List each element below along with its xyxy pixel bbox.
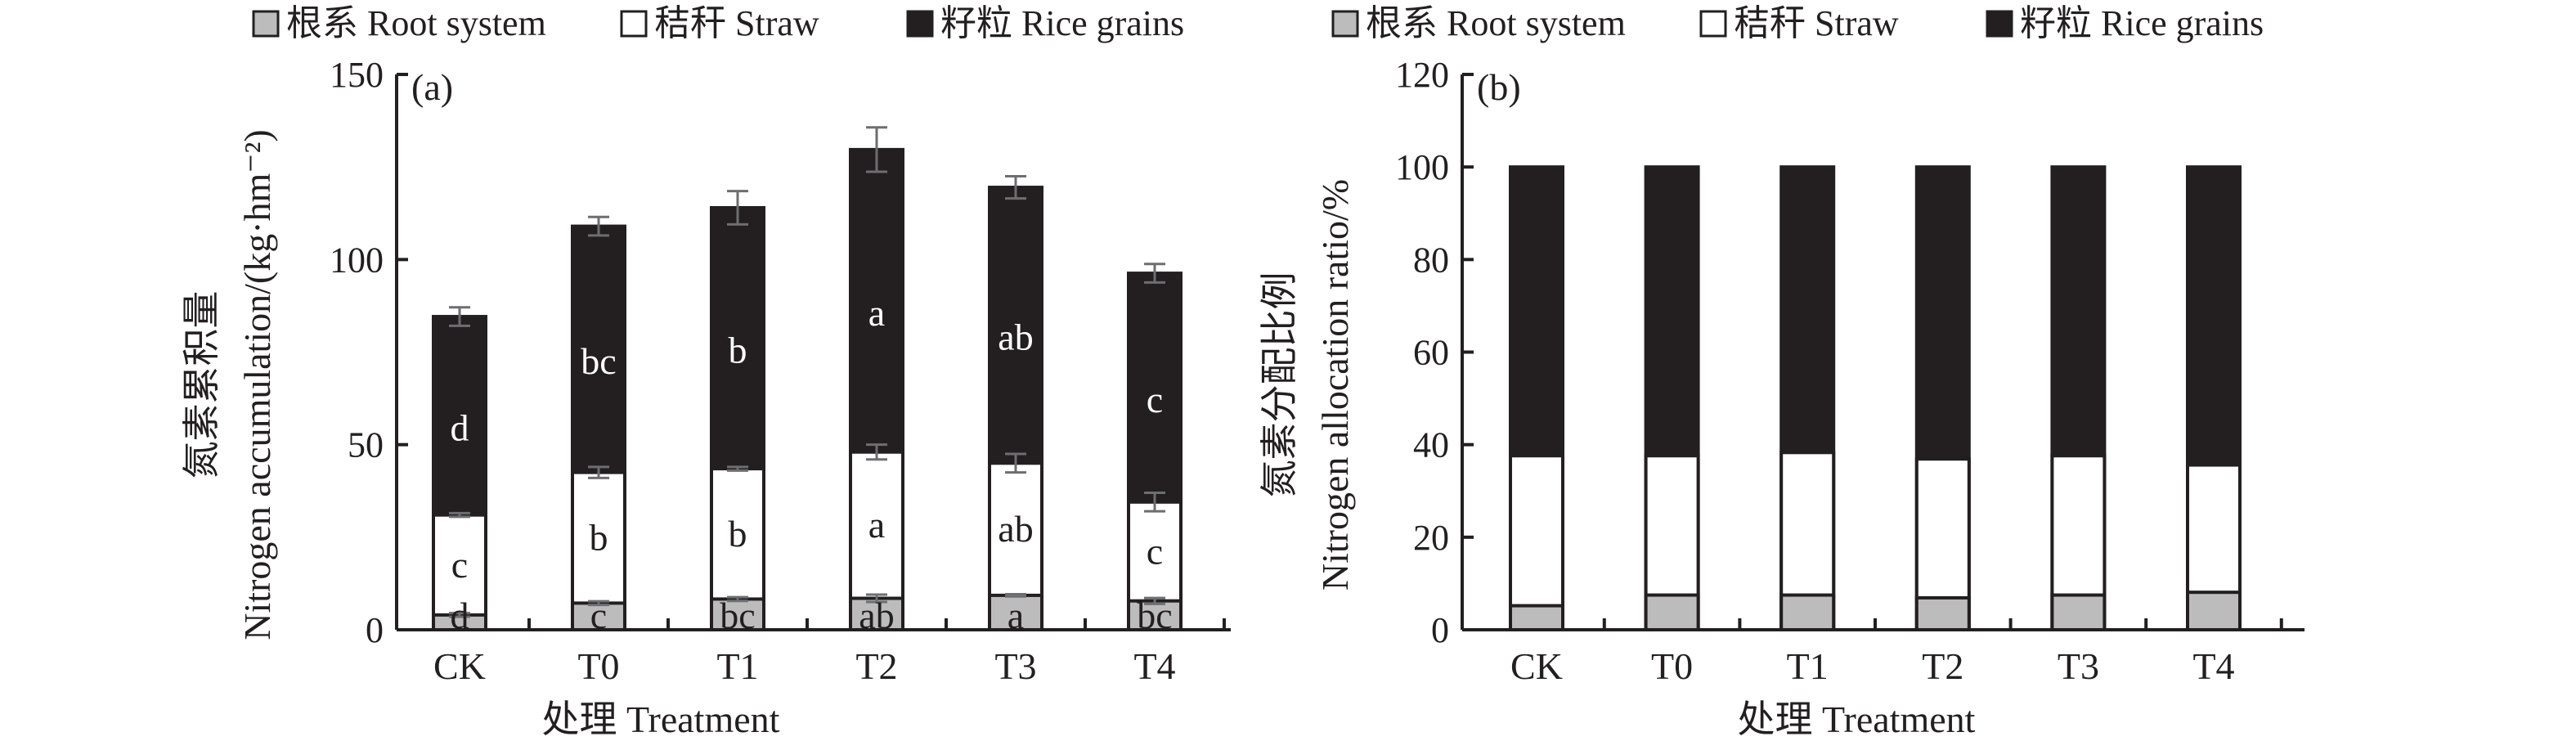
bar-root-T3	[2050, 593, 2107, 631]
significance-letter-root: c	[590, 595, 607, 636]
y-tick-label: 80	[1413, 240, 1449, 280]
y-axis-label-cn: 氮素累积量	[181, 291, 222, 479]
significance-letter-straw: b	[729, 513, 747, 555]
significance-letter-root: a	[1008, 595, 1024, 636]
legend-label: 籽粒 Rice grains	[2020, 3, 2264, 43]
y-tick-label: 120	[1395, 55, 1449, 95]
bar-root-T1	[1779, 593, 1836, 631]
y-axis-label-en: Nitrogen accumulation/(kg·hm⁻²)	[236, 129, 278, 640]
bar-root-T1	[710, 597, 765, 631]
bar-root-T4	[1127, 599, 1183, 632]
legend-label: 籽粒 Rice grains	[940, 3, 1184, 43]
legend-swatch-straw	[1699, 10, 1727, 38]
y-tick-label: 150	[330, 55, 384, 95]
panel-label: (a)	[411, 66, 453, 108]
significance-letter-grain: ab	[998, 317, 1033, 358]
y-tick-label: 0	[1431, 610, 1449, 650]
x-axis-label: 处理 Treatment	[1738, 698, 1976, 740]
bar-root-T4	[2186, 591, 2242, 631]
bar-root-T3	[988, 593, 1043, 631]
y-tick-label: 0	[366, 610, 384, 650]
legend-swatch-root	[1331, 10, 1359, 38]
x-axis-label: 处理 Treatment	[542, 698, 780, 740]
legend-swatch-root	[252, 10, 280, 38]
panel-label: (b)	[1477, 66, 1521, 108]
y-tick-label: 100	[1395, 147, 1449, 187]
legend-swatch-grain	[906, 10, 934, 38]
significance-letter-root: ab	[859, 595, 894, 636]
significance-letter-grain: c	[1147, 379, 1163, 420]
y-tick-label: 50	[348, 425, 384, 465]
x-tick-label: CK	[433, 645, 486, 687]
significance-letter-grain: a	[868, 292, 885, 334]
significance-letter-grain: d	[451, 406, 469, 448]
legend-swatch-grain	[1986, 10, 2013, 38]
panel-b: 根系 Root system 秸秆 Straw 籽粒 Rice grains 0 20 4…	[1259, 3, 2304, 740]
y-tick-label: 60	[1413, 333, 1449, 373]
x-tick-label: T4	[2192, 645, 2234, 687]
legend-swatch-straw	[620, 10, 648, 38]
significance-letter-straw: c	[451, 544, 468, 586]
significance-letter-grain: bc	[581, 340, 616, 382]
bar-root-T0	[1644, 593, 1700, 631]
legend-label: 秸秆 Straw	[1734, 3, 1899, 43]
significance-letter-root: d	[451, 595, 469, 636]
significance-letter-straw: a	[868, 504, 885, 546]
x-tick-label: T3	[994, 645, 1036, 687]
legend-label: 根系 Root system	[286, 3, 546, 43]
x-tick-label: CK	[1510, 645, 1563, 687]
x-tick-label: T3	[2058, 645, 2099, 687]
significance-letter-root: bc	[720, 595, 755, 636]
bar-root-T2	[1914, 595, 1971, 632]
bar-root-T2	[849, 596, 904, 631]
y-tick-label: 40	[1413, 425, 1449, 465]
bar-root-CK	[1509, 604, 1564, 631]
x-tick-label: T1	[716, 645, 758, 687]
x-tick-label: T1	[1787, 645, 1829, 687]
y-tick-label: 20	[1413, 518, 1449, 558]
significance-letter-root: bc	[1137, 595, 1172, 636]
legend-label: 根系 Root system	[1366, 3, 1626, 43]
significance-letter-grain: b	[729, 330, 747, 371]
significance-letter-straw: ab	[998, 508, 1033, 550]
x-tick-label: T0	[1651, 645, 1693, 687]
y-tick-label: 100	[330, 240, 384, 280]
y-axis-label-en: Nitrogen allocation ratio/%	[1314, 179, 1356, 591]
y-axis-label-cn: 氮素分配比例	[1259, 272, 1300, 498]
bar-straw-CK	[1509, 454, 1564, 631]
panel-a: 根系 Root system 秸秆 Straw 籽粒 Rice grains 0 50 1…	[181, 3, 1231, 740]
significance-letter-straw: c	[1147, 530, 1163, 572]
x-tick-label: T2	[855, 645, 897, 687]
x-tick-label: T0	[577, 645, 619, 687]
x-tick-label: T4	[1133, 645, 1175, 687]
x-tick-label: T2	[1922, 645, 1963, 687]
significance-letter-straw: b	[590, 517, 608, 559]
legend-label: 秸秆 Straw	[654, 3, 819, 43]
